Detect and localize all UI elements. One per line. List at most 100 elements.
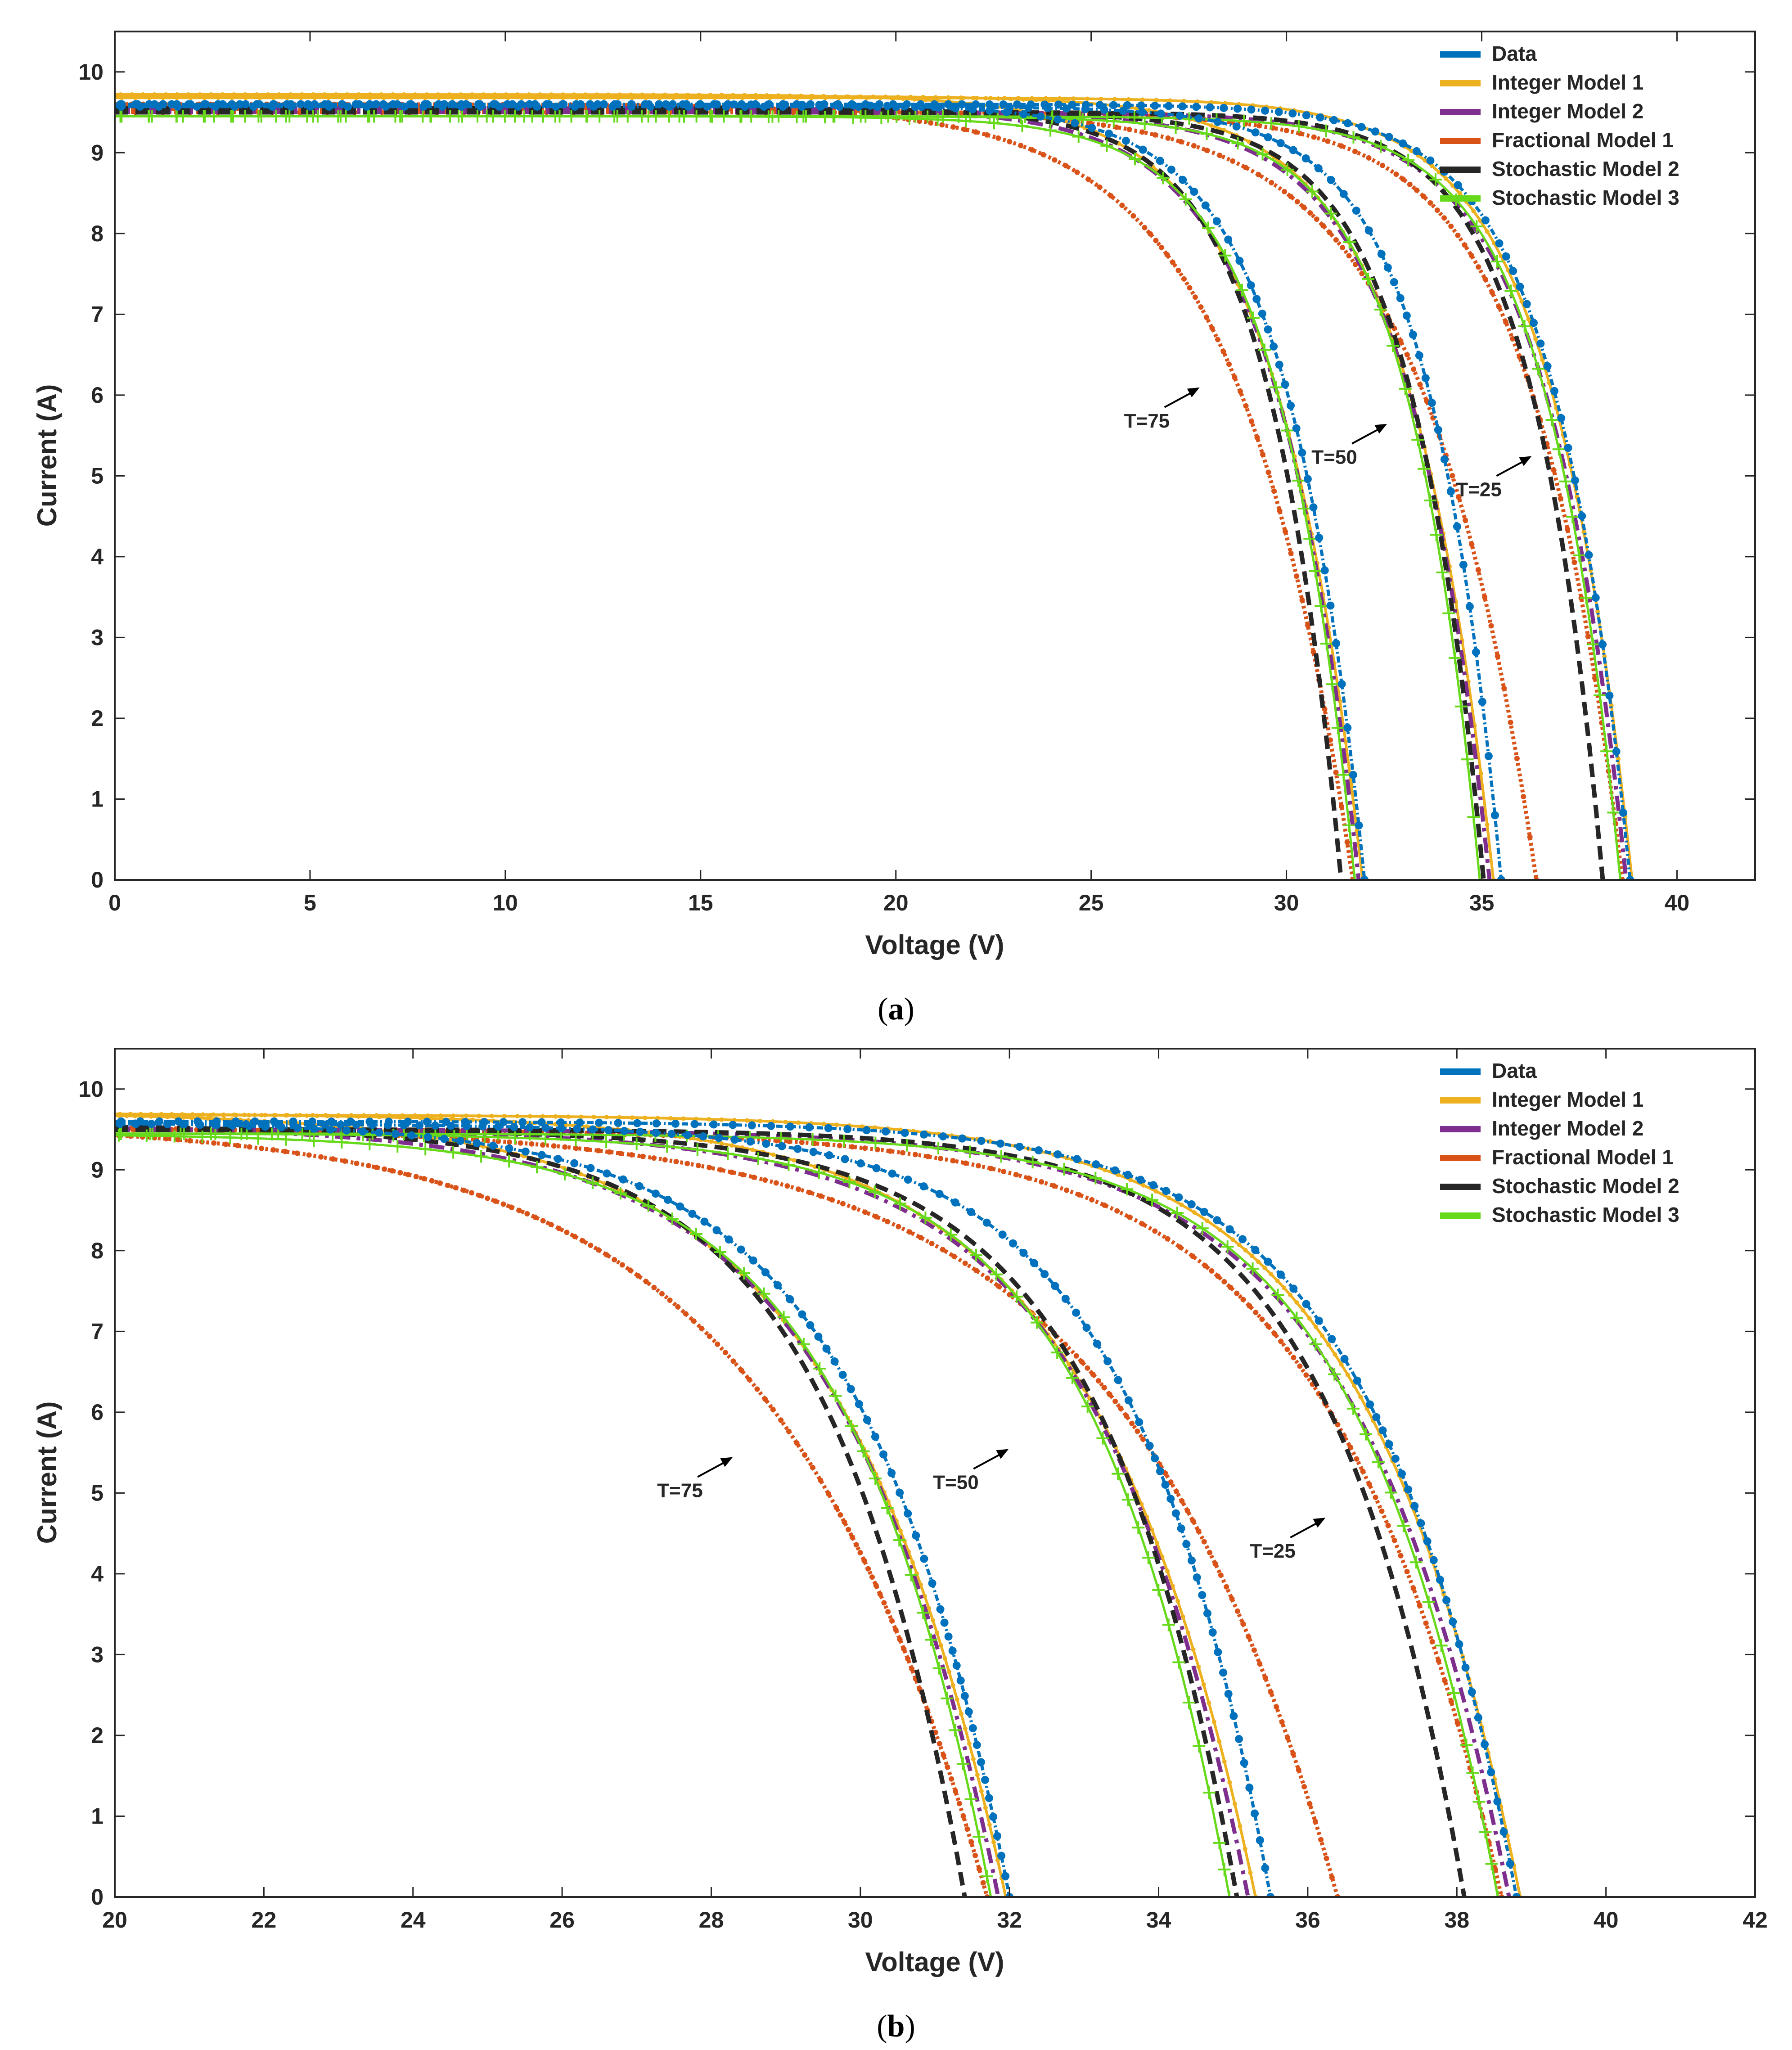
marker-fractional1 bbox=[1379, 162, 1385, 168]
marker-stochastic3 bbox=[1460, 1739, 1473, 1752]
marker-fractional1 bbox=[675, 1304, 681, 1310]
axes-box-a bbox=[114, 31, 1756, 881]
marker-data bbox=[1245, 1784, 1254, 1792]
marker-data bbox=[920, 1130, 928, 1139]
marker-fractional1 bbox=[1191, 143, 1197, 149]
marker-integer1 bbox=[942, 1656, 947, 1661]
marker-integer1 bbox=[574, 95, 579, 100]
marker-fractional1 bbox=[707, 1165, 712, 1171]
marker-fractional1 bbox=[837, 1512, 843, 1518]
marker-integer1 bbox=[591, 1114, 596, 1119]
marker-stochastic3 bbox=[389, 110, 402, 123]
marker-data bbox=[652, 1119, 661, 1128]
marker-data bbox=[576, 1118, 584, 1127]
marker-integer1 bbox=[864, 95, 869, 100]
marker-integer1 bbox=[1217, 1739, 1222, 1744]
marker-data bbox=[1276, 1271, 1285, 1279]
marker-stochastic3 bbox=[1128, 111, 1141, 124]
marker-data bbox=[1030, 1259, 1038, 1267]
marker-data bbox=[1175, 1193, 1183, 1202]
marker-data bbox=[676, 1202, 684, 1211]
marker-data bbox=[1182, 1540, 1191, 1549]
marker-data bbox=[346, 1117, 355, 1126]
marker-integer1 bbox=[991, 1840, 996, 1845]
marker-data bbox=[627, 100, 635, 108]
marker-integer1 bbox=[451, 1113, 456, 1118]
marker-stochastic3 bbox=[471, 110, 484, 123]
marker-data bbox=[996, 1140, 1004, 1148]
marker-integer1 bbox=[1153, 1189, 1158, 1194]
marker-fractional1 bbox=[131, 1127, 137, 1133]
marker-fractional1 bbox=[738, 1367, 744, 1373]
marker-stochastic3 bbox=[146, 1127, 159, 1140]
marker-data bbox=[1377, 250, 1386, 258]
marker-data bbox=[700, 1217, 709, 1226]
marker-fractional1 bbox=[1201, 1539, 1207, 1545]
legend-label-data: Data bbox=[1492, 1059, 1537, 1082]
marker-data bbox=[1001, 1872, 1010, 1880]
marker-stochastic3 bbox=[1545, 414, 1558, 427]
marker-stochastic3 bbox=[738, 1267, 751, 1280]
marker-fractional1 bbox=[1139, 1221, 1145, 1227]
marker-integer1 bbox=[515, 1114, 520, 1119]
marker-fractional1 bbox=[751, 1174, 757, 1180]
marker-data bbox=[461, 1117, 469, 1126]
marker-data bbox=[779, 100, 787, 108]
x-tick-label: 20 bbox=[883, 890, 909, 915]
marker-data bbox=[1082, 1324, 1091, 1332]
marker-data bbox=[1357, 123, 1366, 131]
marker-data bbox=[1352, 207, 1360, 215]
marker-fractional1 bbox=[294, 1150, 300, 1156]
marker-data bbox=[871, 1433, 879, 1441]
marker-fractional1 bbox=[518, 1140, 523, 1146]
marker-fractional1 bbox=[896, 1224, 901, 1230]
marker-stochastic3 bbox=[1342, 819, 1355, 832]
marker-data bbox=[1314, 164, 1323, 172]
marker-fractional1 bbox=[1360, 1469, 1366, 1474]
marker-fractional1 bbox=[1400, 176, 1406, 182]
marker-data bbox=[1440, 455, 1449, 464]
marker-data bbox=[904, 1176, 912, 1184]
marker-fractional1 bbox=[1260, 451, 1266, 457]
marker-data bbox=[1175, 112, 1184, 120]
marker-integer1 bbox=[1237, 1242, 1242, 1247]
marker-fractional1 bbox=[722, 1350, 728, 1356]
marker-integer1 bbox=[1099, 96, 1103, 101]
marker-data bbox=[822, 1344, 831, 1353]
marker-data bbox=[1068, 100, 1076, 109]
marker-fractional1 bbox=[1198, 304, 1204, 310]
marker-fractional1 bbox=[1354, 1456, 1360, 1462]
marker-stochastic3 bbox=[1297, 502, 1310, 515]
marker-data bbox=[342, 1126, 351, 1135]
marker-stochastic3 bbox=[1081, 1400, 1094, 1413]
marker-integer1 bbox=[837, 95, 842, 100]
marker-data bbox=[1139, 145, 1147, 154]
marker-stochastic3 bbox=[691, 1143, 704, 1156]
marker-stochastic3 bbox=[1479, 1825, 1492, 1838]
marker-fractional1 bbox=[1174, 1489, 1180, 1495]
marker-data bbox=[359, 1127, 367, 1136]
marker-data bbox=[251, 1117, 259, 1126]
marker-data bbox=[1145, 1442, 1154, 1450]
marker-fractional1 bbox=[1303, 1372, 1309, 1378]
marker-fractional1 bbox=[1040, 152, 1046, 158]
marker-data bbox=[1522, 300, 1531, 308]
marker-integer1 bbox=[527, 1114, 532, 1119]
marker-integer1 bbox=[745, 1118, 750, 1123]
marker-stochastic3 bbox=[1101, 111, 1114, 124]
marker-integer1 bbox=[1191, 1647, 1196, 1652]
marker-integer1 bbox=[1320, 1333, 1325, 1338]
marker-data bbox=[1468, 1688, 1476, 1696]
marker-stochastic3 bbox=[1324, 207, 1337, 220]
marker-data bbox=[1461, 1663, 1470, 1672]
marker-data bbox=[1264, 133, 1272, 142]
marker-fractional1 bbox=[413, 1174, 419, 1180]
marker-stochastic3 bbox=[1073, 110, 1086, 123]
x-tick-label: 5 bbox=[304, 890, 316, 915]
marker-stochastic3 bbox=[932, 1142, 945, 1155]
marker-stochastic3 bbox=[1179, 193, 1192, 206]
marker-fractional1 bbox=[1203, 315, 1209, 320]
marker-fractional1 bbox=[1257, 1661, 1263, 1667]
marker-data bbox=[667, 1130, 676, 1138]
